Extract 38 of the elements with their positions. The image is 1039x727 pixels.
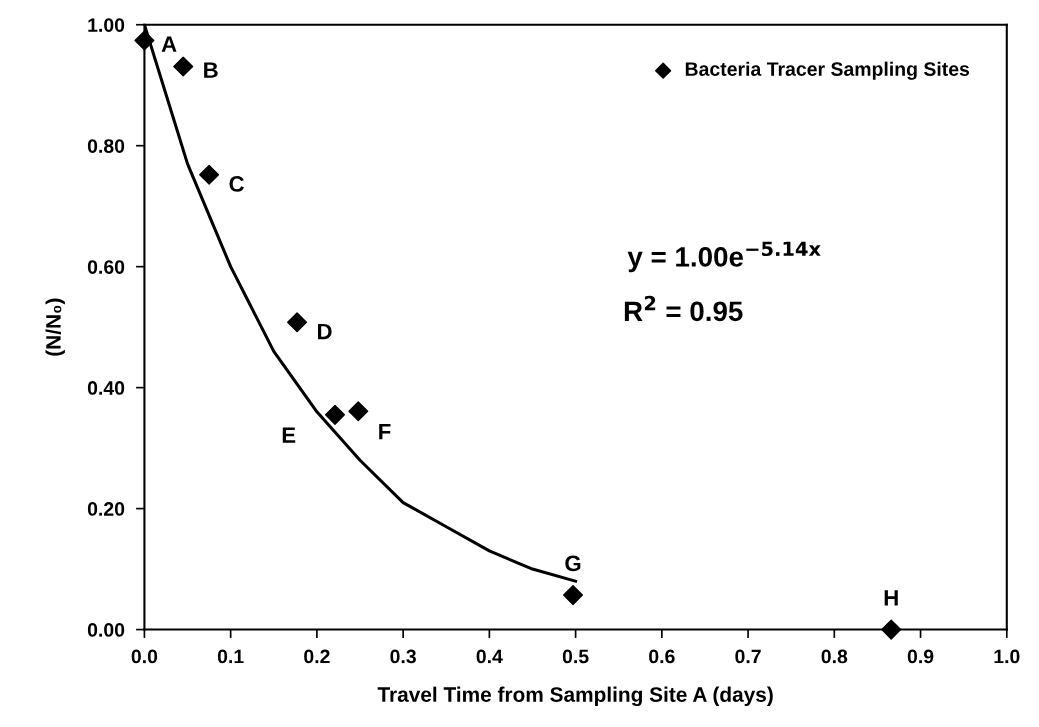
point — [173, 56, 194, 77]
x-tick-label: 0.3 — [390, 649, 416, 664]
x-tick-label: 0.6 — [649, 649, 675, 664]
y-tick-label: 0.00 — [87, 623, 125, 637]
x-axis-title: Travel Time from Sampling Site A (days) — [377, 686, 773, 707]
x-tick-label: 0.7 — [735, 649, 761, 664]
point — [199, 164, 220, 185]
y-tick-label: 0.20 — [87, 502, 125, 516]
annotation: C — [229, 176, 244, 192]
x-tick-label: 0.8 — [821, 649, 848, 664]
y-axis-title: (N/N₀) — [45, 298, 65, 356]
x-tick-label: 0.4 — [476, 649, 503, 664]
point — [348, 401, 369, 422]
point — [881, 619, 902, 640]
x-tick-label: 0.1 — [217, 649, 244, 664]
x-tick-label: 1.0 — [994, 649, 1020, 664]
annotation: D — [317, 323, 332, 340]
x-tick-label: 0.9 — [907, 649, 934, 664]
x-tick-label: 0.2 — [304, 649, 330, 664]
y-tick-label: 1.00 — [88, 18, 125, 32]
annotation: E — [282, 427, 296, 443]
legend-label: Bacteria Tracer Sampling Sites — [685, 61, 970, 80]
annotation: R$^{2}$ = 0.95 — [624, 295, 743, 322]
y-tick-label: 0.80 — [87, 139, 125, 153]
annotation: G — [565, 555, 581, 572]
x-tick-label: 0.5 — [562, 649, 589, 664]
point — [324, 404, 346, 425]
annotation: H — [884, 590, 898, 606]
annotation: F — [379, 423, 391, 440]
point — [287, 312, 308, 333]
point — [563, 585, 584, 606]
x-tick-label: 0.0 — [131, 649, 158, 664]
y-tick-label: 0.60 — [87, 260, 125, 274]
y-tick-label: 0.40 — [87, 381, 125, 395]
annotation: y = 1.00e$^{−5.14x}$ — [627, 241, 821, 273]
annotation: B — [204, 62, 218, 78]
point — [134, 30, 155, 51]
annotation: A — [161, 36, 177, 52]
